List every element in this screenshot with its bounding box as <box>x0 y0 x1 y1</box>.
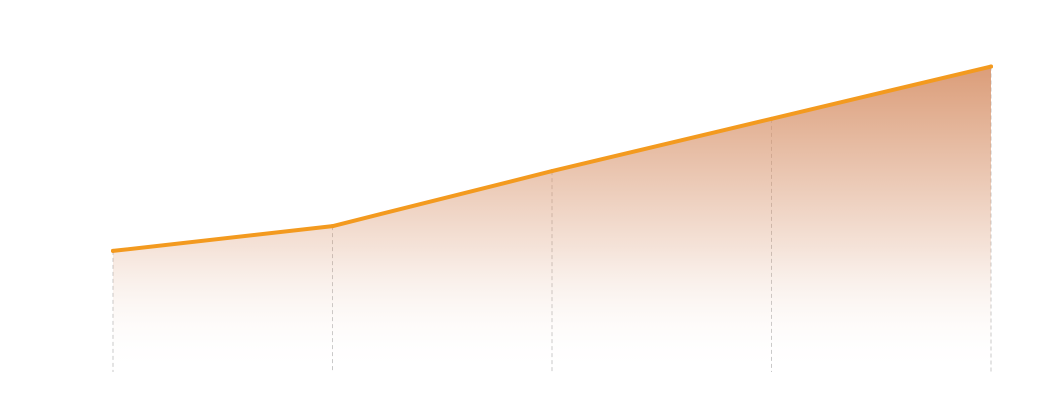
data-point-3 <box>769 116 774 121</box>
data-point-0 <box>111 248 115 253</box>
data-point-4 <box>989 64 993 69</box>
area-series <box>113 66 991 372</box>
area-fill <box>113 66 991 372</box>
data-point-1 <box>330 224 335 229</box>
line-series <box>111 64 993 253</box>
data-point-2 <box>550 169 554 174</box>
